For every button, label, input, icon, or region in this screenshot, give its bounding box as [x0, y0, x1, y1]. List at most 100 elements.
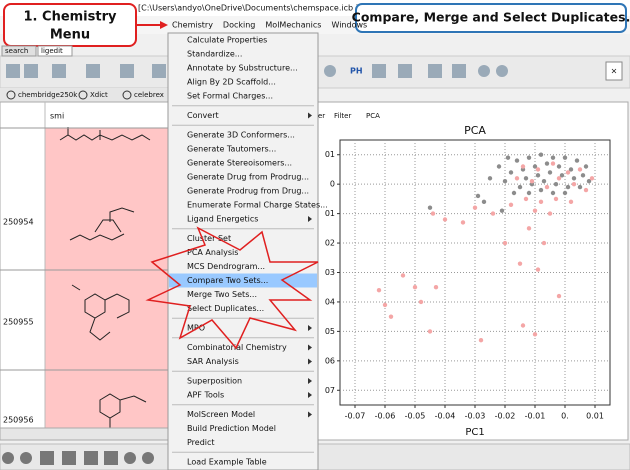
point	[550, 190, 556, 196]
point	[412, 285, 418, 290]
point	[376, 287, 382, 293]
point	[541, 179, 547, 184]
point	[523, 176, 529, 181]
point	[517, 184, 523, 190]
point	[550, 155, 556, 160]
submenu-arrow	[308, 392, 312, 398]
point	[508, 202, 514, 207]
menu-item[interactable]: MCS Dendrogram...	[187, 262, 265, 271]
menu-item[interactable]: Compare Two Sets...	[187, 276, 268, 285]
menu-item[interactable]: Generate 3D Conformers...	[187, 131, 295, 140]
table-tab[interactable]: Xdict	[90, 91, 108, 99]
menu-item[interactable]: Build Prediction Model	[187, 424, 276, 433]
point	[514, 176, 520, 181]
point	[571, 181, 577, 187]
menu-item[interactable]: Load Example Table	[187, 458, 267, 467]
point	[583, 164, 589, 169]
menu-item[interactable]: Generate Drug from Prodrug...	[187, 173, 309, 182]
step-callout-line: 1. Chemistry	[24, 10, 117, 25]
tab-label[interactable]: ligedit	[41, 47, 63, 55]
point	[565, 170, 571, 175]
point	[472, 205, 478, 210]
point	[538, 152, 544, 157]
point	[568, 167, 574, 172]
point	[559, 173, 565, 178]
point	[418, 299, 424, 305]
point	[538, 199, 544, 205]
menu-highlight	[169, 273, 317, 288]
submenu-arrow	[308, 378, 312, 384]
y-tick-label: 01	[325, 209, 335, 218]
close-icon[interactable]: ×	[611, 67, 618, 76]
point	[583, 187, 589, 193]
tab-icon	[122, 90, 132, 100]
tab-label[interactable]: search	[5, 47, 28, 55]
table-tab[interactable]: celebrex	[134, 91, 164, 99]
point	[544, 161, 550, 166]
structure-column	[45, 128, 170, 440]
menu-item[interactable]: MPO	[187, 324, 205, 333]
menu-item[interactable]: Convert	[187, 111, 219, 120]
submenu-arrow	[308, 325, 312, 331]
menu-item[interactable]: Select Duplicates...	[187, 304, 264, 313]
point	[475, 193, 481, 199]
point	[547, 211, 553, 216]
menu-item[interactable]: Superposition	[187, 377, 242, 386]
toolbar-icons	[6, 61, 623, 81]
menu-item[interactable]: Generate Prodrug from Drug...	[187, 187, 309, 196]
menu-item[interactable]: MolScreen Model	[187, 410, 255, 419]
point	[556, 176, 562, 181]
toolbar-label[interactable]: PH	[350, 67, 363, 76]
submenu-arrow	[308, 358, 312, 365]
point	[505, 155, 511, 160]
plot-tab[interactable]: er	[318, 112, 325, 120]
submenu-arrow	[308, 216, 312, 222]
menu-item[interactable]: Cluster Set	[187, 234, 231, 243]
menu-item[interactable]: Standardize...	[187, 50, 242, 59]
point	[571, 176, 577, 181]
point	[430, 211, 436, 216]
y-tick-label: 0	[330, 180, 335, 189]
menu-item[interactable]: APF Tools	[187, 391, 224, 400]
point	[541, 240, 547, 246]
window-title: [C:\Users\andyo\OneDrive\Documents\chems…	[138, 4, 385, 13]
menu-item[interactable]: PCA Analysis	[187, 248, 238, 257]
x-tick-label: -0.05	[405, 412, 426, 421]
menubar-item[interactable]: Chemistry	[172, 21, 213, 30]
point	[556, 293, 562, 299]
plot-tab[interactable]: PCA	[366, 112, 380, 120]
point	[577, 167, 583, 172]
point	[442, 217, 448, 222]
menu-item[interactable]: Calculate Properties	[187, 36, 267, 45]
point	[460, 220, 466, 225]
plot-tab[interactable]: Filter	[334, 112, 351, 120]
menu-item[interactable]: Predict	[187, 438, 215, 447]
menu-item[interactable]: Generate Stereoisomers...	[187, 159, 292, 168]
menu-item[interactable]: Enumerate Formal Charge States...	[187, 201, 328, 210]
point	[400, 273, 406, 278]
point	[565, 184, 571, 190]
menu-item[interactable]: Merge Two Sets...	[187, 290, 257, 299]
submenu-arrow	[308, 344, 312, 351]
menu-item[interactable]: Align By 2D Scaffold...	[187, 78, 276, 87]
menubar-item[interactable]: Docking	[223, 21, 255, 30]
point	[514, 158, 520, 163]
menu-item[interactable]: SAR Analysis	[187, 357, 239, 366]
menu-item[interactable]: Ligand Energetics	[187, 215, 258, 224]
scrollbar[interactable]	[0, 427, 171, 441]
point	[553, 196, 559, 202]
point	[547, 170, 553, 175]
x-axis-label: PC1	[465, 427, 484, 438]
menubar-item[interactable]: Windows	[331, 21, 367, 30]
table-tab[interactable]: chembridge250k	[18, 91, 78, 99]
menubar-item[interactable]: MolMechanics	[265, 21, 321, 30]
point	[568, 199, 574, 205]
menu-item[interactable]: Annotate by Substructure...	[187, 64, 298, 73]
menu-item[interactable]: Set Formal Charges...	[187, 92, 273, 101]
menu-item[interactable]: Generate Tautomers...	[187, 145, 276, 154]
point	[580, 173, 586, 178]
point	[502, 240, 508, 246]
y-tick-label: 03	[325, 268, 335, 277]
point	[574, 158, 580, 163]
point	[586, 179, 592, 184]
